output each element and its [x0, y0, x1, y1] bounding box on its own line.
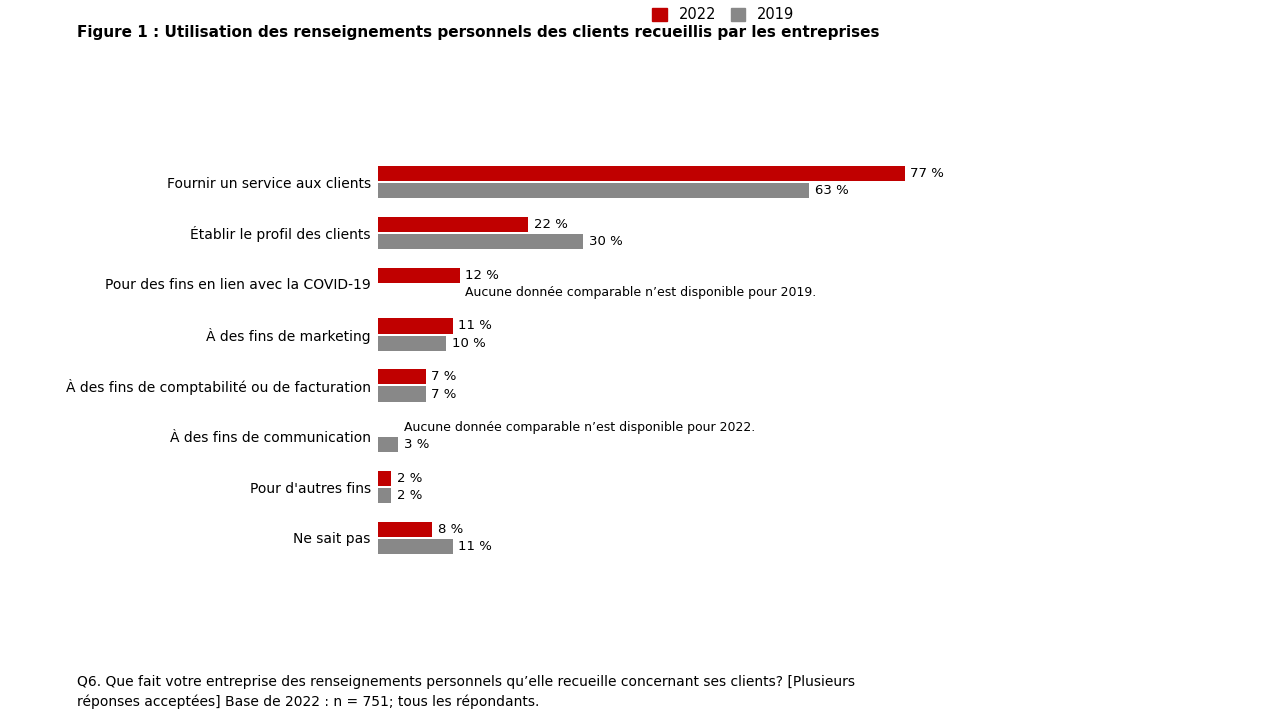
Text: 22 %: 22 %: [534, 218, 567, 231]
Text: 7 %: 7 %: [431, 370, 457, 383]
Text: 2 %: 2 %: [397, 472, 422, 485]
Text: 11 %: 11 %: [458, 540, 493, 553]
Text: 10 %: 10 %: [452, 337, 485, 350]
Bar: [378, 183, 809, 199]
Text: 7 %: 7 %: [431, 387, 457, 400]
Text: 12 %: 12 %: [465, 269, 499, 282]
Bar: [378, 234, 584, 249]
Bar: [378, 539, 453, 554]
Text: 77 %: 77 %: [910, 167, 945, 180]
Text: 2 %: 2 %: [397, 489, 422, 502]
Bar: [378, 369, 425, 384]
Bar: [378, 488, 392, 503]
Bar: [378, 387, 425, 402]
Bar: [378, 471, 392, 486]
Text: Q6. Que fait votre entreprise des renseignements personnels qu’elle recueille co: Q6. Que fait votre entreprise des rensei…: [77, 675, 855, 709]
Bar: [378, 521, 433, 537]
Bar: [378, 268, 460, 283]
Bar: [378, 166, 905, 181]
Bar: [378, 318, 453, 333]
Bar: [378, 217, 529, 232]
Bar: [378, 336, 447, 351]
Text: 8 %: 8 %: [438, 523, 463, 536]
Text: Aucune donnée comparable n’est disponible pour 2022.: Aucune donnée comparable n’est disponibl…: [403, 421, 755, 434]
Text: Aucune donnée comparable n’est disponible pour 2019.: Aucune donnée comparable n’est disponibl…: [465, 286, 817, 299]
Text: 63 %: 63 %: [814, 184, 849, 197]
Legend: 2022, 2019: 2022, 2019: [653, 7, 794, 22]
Text: 3 %: 3 %: [403, 438, 429, 451]
Text: Figure 1 : Utilisation des renseignements personnels des clients recueillis par : Figure 1 : Utilisation des renseignement…: [77, 25, 879, 40]
Text: 11 %: 11 %: [458, 320, 493, 333]
Text: 30 %: 30 %: [589, 235, 622, 248]
Bar: [378, 437, 398, 452]
